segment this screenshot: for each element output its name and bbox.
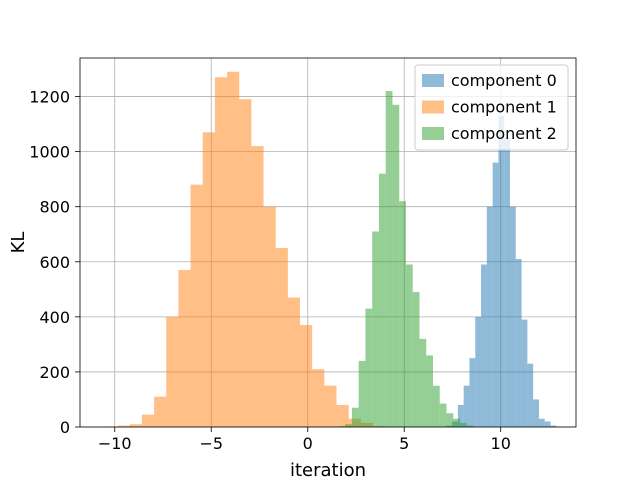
- y-tick-label-4: 800: [39, 198, 70, 217]
- histogram-bar-s2-15: [439, 403, 447, 427]
- x-tick-label-1: −5: [199, 434, 223, 453]
- series-2-bars: [338, 91, 474, 428]
- histogram-bar-s1-1: [117, 425, 130, 427]
- histogram-bar-s1-7: [190, 184, 203, 427]
- histogram-bar-s0-13: [521, 319, 528, 427]
- histogram-bar-s0-14: [527, 363, 534, 427]
- histogram-bar-s0-11: [509, 206, 516, 427]
- y-tick-label-1: 200: [39, 363, 70, 382]
- histogram-bar-s0-17: [544, 421, 551, 427]
- histogram-bar-s1-5: [166, 316, 179, 427]
- histogram-bar-s2-10: [405, 264, 413, 427]
- series-0-bars: [446, 115, 557, 427]
- histogram-bar-s2-6: [378, 173, 386, 427]
- histogram-bar-s1-17: [312, 369, 325, 427]
- histogram-bar-s2-7: [385, 91, 393, 428]
- histogram-bar-s1-19: [336, 404, 349, 427]
- series-1-bars: [105, 71, 386, 428]
- histogram-bar-s0-7: [486, 206, 493, 427]
- y-tick-label-2: 400: [39, 308, 70, 327]
- legend-swatch-1: [422, 100, 444, 114]
- histogram-bar-s1-3: [141, 414, 155, 427]
- histogram-bar-s1-14: [275, 248, 288, 427]
- axes-frame: [79, 57, 577, 428]
- histogram-bar-s1-18: [324, 385, 337, 427]
- legend-swatch-2: [422, 127, 444, 140]
- legend: component 0 component 1 component 2: [414, 64, 569, 151]
- histogram-bar-s0-10: [504, 137, 510, 427]
- x-tick-label-4: 10: [491, 434, 511, 453]
- axis-ticks: −10 −5 0 5 10 0 200 400 600 800 1000 1200: [29, 88, 511, 453]
- histogram-bar-s2-9: [399, 201, 406, 427]
- legend-box: [414, 64, 569, 151]
- histogram-bar-s2-16: [446, 413, 454, 427]
- x-tick-label-2: 0: [303, 434, 313, 453]
- y-tick-label-3: 600: [39, 253, 70, 272]
- histogram-bar-s0-12: [515, 259, 522, 427]
- histogram-bar-s1-4: [154, 396, 167, 427]
- y-tick-label-6: 1200: [29, 88, 70, 107]
- x-tick-label-0: −10: [98, 434, 132, 453]
- histogram-bar-s0-9: [498, 115, 505, 427]
- histogram-bar-s0-2: [457, 404, 464, 427]
- histogram-bar-s2-4: [365, 308, 373, 427]
- histogram-bar-s1-13: [263, 206, 276, 427]
- histogram-bar-s2-17: [453, 418, 461, 427]
- histogram-bar-s1-6: [178, 270, 191, 427]
- histogram-bar-s2-18: [460, 422, 467, 427]
- y-tick-label-0: 0: [60, 418, 70, 437]
- histogram-bar-s0-18: [550, 425, 557, 427]
- histogram-bar-s1-9: [214, 77, 228, 427]
- x-axis-label: iteration: [290, 460, 366, 480]
- histogram-bar-s1-16: [300, 325, 313, 427]
- y-axis-label: KL: [8, 232, 29, 254]
- legend-label-1: component 1: [451, 98, 557, 117]
- histogram-bar-s2-13: [426, 355, 433, 427]
- histogram-bar-s2-8: [392, 104, 400, 428]
- legend-label-2: component 2: [451, 124, 557, 143]
- legend-label-0: component 0: [451, 71, 557, 90]
- histogram-bar-s2-0: [338, 426, 346, 427]
- legend-swatch-0: [422, 74, 444, 87]
- histogram-bar-s2-14: [432, 385, 440, 427]
- histogram-bar-s2-19: [466, 425, 474, 427]
- histogram-bar-s0-4: [469, 358, 476, 427]
- histogram-bar-s0-3: [463, 385, 470, 427]
- histogram-bar-s2-11: [412, 292, 420, 427]
- histogram-bar-s2-1: [345, 424, 352, 427]
- histogram-bar-s1-8: [202, 132, 215, 427]
- histogram-bar-s1-15: [287, 297, 301, 427]
- histogram-bar-s0-5: [475, 316, 482, 427]
- histogram-bar-s1-2: [129, 424, 142, 427]
- histogram-bar-s1-10: [227, 71, 240, 428]
- histogram-bar-s0-6: [481, 264, 487, 427]
- histogram-bar-s2-12: [419, 338, 427, 427]
- histogram-bar-s1-11: [239, 99, 252, 427]
- histogram-bar-s2-2: [351, 407, 359, 427]
- histogram-bar-s0-8: [492, 162, 499, 427]
- histogram-bar-s2-3: [358, 360, 366, 427]
- x-tick-label-3: 5: [399, 434, 409, 453]
- y-tick-label-5: 1000: [29, 143, 70, 162]
- histogram-bar-s1-12: [251, 146, 264, 428]
- histogram-bars: [105, 71, 557, 428]
- histogram-bar-s0-16: [538, 418, 545, 427]
- histogram-bar-s2-5: [372, 231, 379, 427]
- histogram-bar-s0-15: [533, 399, 539, 427]
